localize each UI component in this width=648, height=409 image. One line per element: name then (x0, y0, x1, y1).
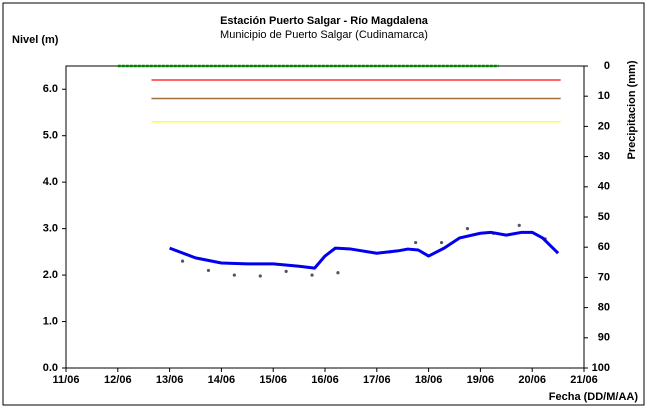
data-point (414, 240, 418, 245)
x-tick-label: 16/06 (311, 374, 339, 386)
chart-subtitle: Municipio de Puerto Salgar (Cudinamarca) (220, 29, 428, 41)
y-tick-label: 6.0 (43, 83, 58, 95)
y-tick-label: 3.0 (43, 223, 58, 235)
y2-tick-label: 30 (598, 151, 610, 163)
x-tick-label: 15/06 (259, 374, 287, 386)
y2-tick-label: 60 (598, 241, 610, 253)
data-point (258, 274, 262, 278)
y-tick-label: 2.0 (43, 269, 58, 281)
y2-axis-label: Precipitacion (mm) (626, 60, 638, 159)
y-tick-label: 4.0 (43, 176, 58, 188)
data-point (206, 268, 211, 273)
data-point (310, 273, 314, 277)
x-tick-label: 13/06 (156, 374, 184, 386)
y2-tick-label: 40 (598, 181, 610, 193)
data-point (232, 273, 236, 277)
x-tick-label: 18/06 (415, 374, 443, 386)
y2-tick-label: 20 (598, 120, 610, 132)
x-tick-label: 12/06 (104, 374, 132, 386)
y-tick-label: 0.0 (43, 362, 58, 374)
y2-tick-label: 80 (598, 302, 610, 314)
data-point (180, 259, 185, 263)
x-tick-label: 17/06 (363, 374, 391, 386)
data-point (517, 223, 521, 227)
y-tick-label: 5.0 (43, 130, 58, 142)
x-tick-label: 19/06 (467, 374, 495, 386)
y2-tick-label: 10 (598, 90, 610, 102)
y2-tick-label: 50 (598, 211, 610, 223)
x-tick-label: 21/06 (570, 374, 598, 386)
y-tick-label: 1.0 (43, 315, 58, 327)
data-point (336, 271, 340, 275)
x-tick-label: 14/06 (208, 374, 236, 386)
data-point (284, 269, 288, 273)
y2-tick-label: 90 (598, 332, 610, 344)
chart-title: Estación Puerto Salgar - Río Magdalena (220, 15, 429, 27)
y2-tick-label: 100 (592, 362, 610, 374)
x-tick-label: 11/06 (53, 374, 80, 386)
x-axis-label: Fecha (DD/M/AA) (549, 391, 639, 403)
x-tick-label: 20/06 (518, 374, 546, 386)
level-line (169, 230, 560, 270)
data-point (465, 227, 470, 231)
y-axis-label: Nivel (m) (12, 34, 59, 46)
y2-tick-label: 0 (604, 60, 610, 72)
data-point (439, 240, 444, 245)
y2-tick-label: 70 (598, 271, 610, 283)
